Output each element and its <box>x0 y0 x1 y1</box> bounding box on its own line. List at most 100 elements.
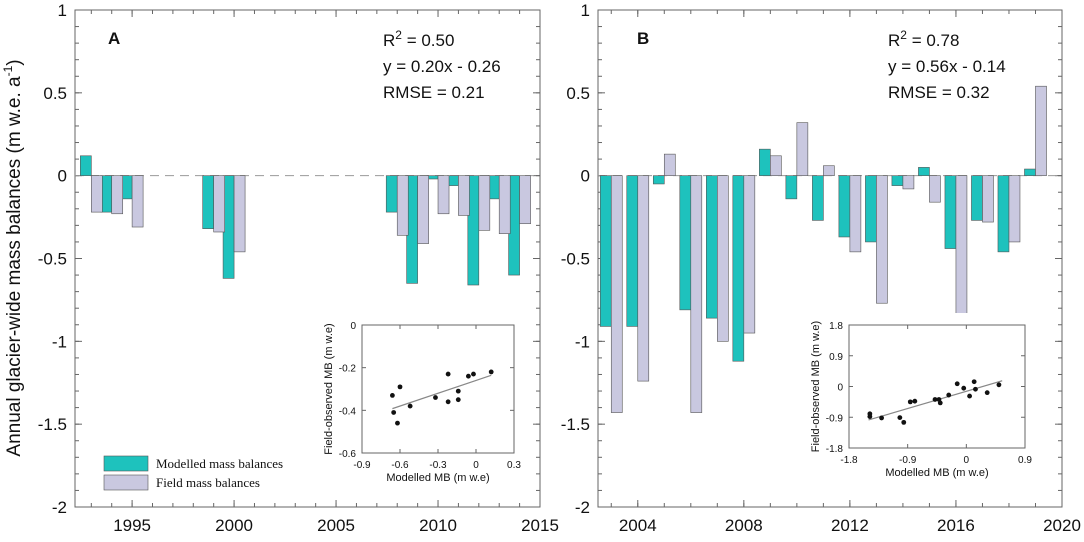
legend-swatch-field <box>103 474 149 491</box>
inset-point <box>455 397 461 403</box>
inset-point <box>466 373 471 379</box>
inset-point <box>961 385 967 391</box>
inset-point <box>433 395 438 400</box>
inset-fit-line <box>392 374 492 410</box>
inset-point <box>946 392 952 398</box>
modelled-bar <box>838 175 851 238</box>
inset-x-tick-label: -1.8 <box>840 455 858 466</box>
inset-point <box>445 399 451 405</box>
field-bar <box>663 153 676 176</box>
inset-x-tick-label: 0 <box>473 460 479 471</box>
x-tick-label: 1995 <box>113 516 151 535</box>
modelled-bar <box>679 175 692 311</box>
legend-label-field: Field mass balances <box>156 475 260 490</box>
modelled-bar <box>891 175 904 186</box>
inset-y-tick-label: 1.8 <box>829 321 843 332</box>
modelled-bar <box>706 175 718 319</box>
modelled-bar <box>626 175 639 327</box>
x-tick-label: 2000 <box>215 516 253 535</box>
field-bar <box>437 175 450 215</box>
inset-x-label: Modelled MB (m w.e) <box>885 467 988 479</box>
inset-point <box>390 393 395 398</box>
inset-point <box>907 399 913 405</box>
inset-y-label: Field-observed MB (m w.e) <box>323 323 335 454</box>
inset-point <box>901 419 907 425</box>
y-tick-label: -1 <box>575 332 590 351</box>
x-tick-label: 2016 <box>937 516 975 535</box>
modelled-bar <box>1024 168 1036 176</box>
y-tick-label: -1.5 <box>38 415 67 434</box>
r-squared-text: R2 = 0.78 <box>888 28 959 50</box>
modelled-bar <box>599 175 612 327</box>
inset-x-label: Modelled MB (m w.e) <box>386 472 489 484</box>
legend-swatch-modelled <box>103 455 149 472</box>
y-tick-label: -2 <box>575 498 590 517</box>
field-bar <box>770 155 782 176</box>
inset-y-label: Field-observed MB (m w.e) <box>810 321 822 452</box>
panel-label: A <box>108 29 120 48</box>
rmse-text: RMSE = 0.21 <box>383 83 485 102</box>
inset-point <box>397 384 403 390</box>
inset-x-tick-label: 0.3 <box>507 460 521 471</box>
field-bar <box>519 175 531 225</box>
x-tick-label: 2008 <box>725 516 763 535</box>
inset-point <box>912 398 918 404</box>
inset-y-tick-label: -0.4 <box>339 406 357 417</box>
field-bar <box>982 175 994 223</box>
inset-y-tick-label: 0.9 <box>829 352 843 363</box>
y-tick-label: 0 <box>58 167 67 186</box>
x-tick-label: 2010 <box>419 516 457 535</box>
inset-y-tick-label: -1.8 <box>826 444 844 455</box>
modelled-bar <box>80 155 92 176</box>
field-bar <box>929 175 941 203</box>
modelled-bar <box>944 175 957 249</box>
field-bar <box>876 175 888 304</box>
modelled-bar <box>971 175 983 221</box>
inset-point <box>967 393 972 399</box>
x-tick-label: 2015 <box>521 516 559 535</box>
inset-point <box>937 400 943 406</box>
field-bar <box>498 175 511 234</box>
field-bar <box>690 175 703 413</box>
x-tick-label: 2004 <box>619 516 657 535</box>
inset-background <box>789 313 1039 494</box>
regression-equation: y = 0.56x - 0.14 <box>888 57 1006 76</box>
y-tick-label: -2 <box>52 498 67 517</box>
inset-point <box>391 410 397 415</box>
inset-point <box>445 371 451 377</box>
inset-y-tick-label: -0.6 <box>339 449 357 460</box>
inset-point <box>488 369 494 375</box>
inset-x-tick-label: -0.9 <box>353 460 371 471</box>
modelled-bar <box>732 175 745 362</box>
field-bar <box>823 165 835 176</box>
inset-background <box>302 313 528 499</box>
inset-y-tick-label: -0.2 <box>339 364 357 375</box>
field-bar <box>213 175 225 233</box>
inset-x-tick-label: 0.9 <box>1018 455 1032 466</box>
inset-point <box>897 415 903 420</box>
field-bar <box>233 175 246 253</box>
field-bar <box>796 122 809 176</box>
inset-point <box>971 379 977 385</box>
inset-point <box>954 381 960 387</box>
field-bar <box>396 175 409 236</box>
field-bar <box>717 175 729 342</box>
modelled-bar <box>202 175 214 229</box>
modelled-bar <box>997 175 1010 253</box>
inset-point <box>879 415 884 421</box>
inset-point <box>867 411 873 417</box>
legend-label-modelled: Modelled mass balances <box>156 456 283 471</box>
x-tick-label: 2020 <box>1043 516 1081 535</box>
inset-point <box>996 382 1002 388</box>
inset-point <box>932 397 938 402</box>
rmse-text: RMSE = 0.32 <box>888 83 990 102</box>
y-tick-label: -0.5 <box>38 250 67 269</box>
field-bar <box>111 175 124 215</box>
field-bar <box>478 175 491 231</box>
inset-point <box>973 386 978 392</box>
y-tick-label: 0.5 <box>43 84 67 103</box>
r-squared-text: R2 = 0.50 <box>383 28 454 50</box>
y-tick-label: -0.5 <box>561 250 590 269</box>
